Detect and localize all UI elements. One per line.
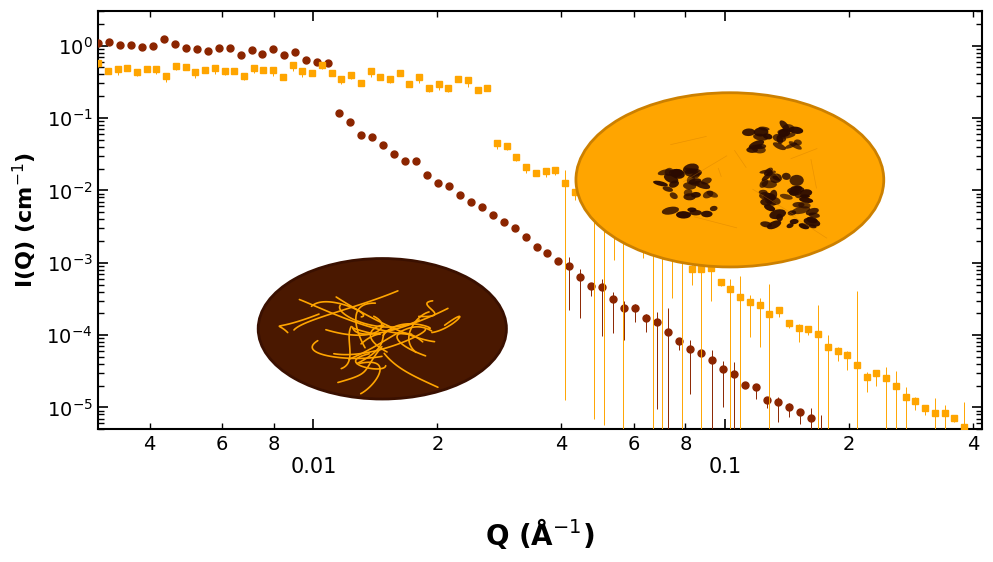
Y-axis label: I(Q) (cm$^{-1}$): I(Q) (cm$^{-1}$) bbox=[11, 152, 40, 288]
X-axis label: Q (Å$^{-1}$): Q (Å$^{-1}$) bbox=[486, 516, 595, 551]
